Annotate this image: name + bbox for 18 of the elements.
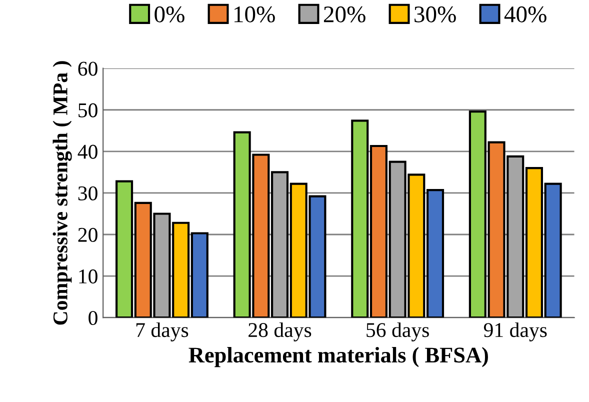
y-tick-label: 0 bbox=[88, 310, 98, 326]
legend-label: 30% bbox=[414, 6, 456, 22]
y-tick-label: 20 bbox=[78, 228, 98, 242]
y-tick-label: 10 bbox=[79, 269, 98, 284]
legend-label: 20% bbox=[324, 6, 366, 22]
x-tick-label: 56 days bbox=[366, 322, 429, 342]
y-tick-label: 30 bbox=[78, 186, 98, 200]
y-axis-title: Compressive strength ( MPa ) bbox=[52, 61, 72, 325]
y-tick-label: 60 bbox=[78, 62, 98, 76]
x-tick-label: 91 days bbox=[484, 322, 547, 342]
y-tick-label: 50 bbox=[78, 103, 98, 118]
x-tick-label: 28 days bbox=[248, 322, 312, 342]
x-axis-title: Replacement materials ( BFSA) bbox=[188, 346, 488, 368]
legend-label: 0% bbox=[154, 6, 184, 22]
y-tick-label: 40 bbox=[78, 144, 98, 159]
legend-label: 40% bbox=[504, 6, 546, 22]
x-tick-label: 7 days bbox=[136, 322, 188, 342]
legend-label: 10% bbox=[234, 6, 275, 22]
